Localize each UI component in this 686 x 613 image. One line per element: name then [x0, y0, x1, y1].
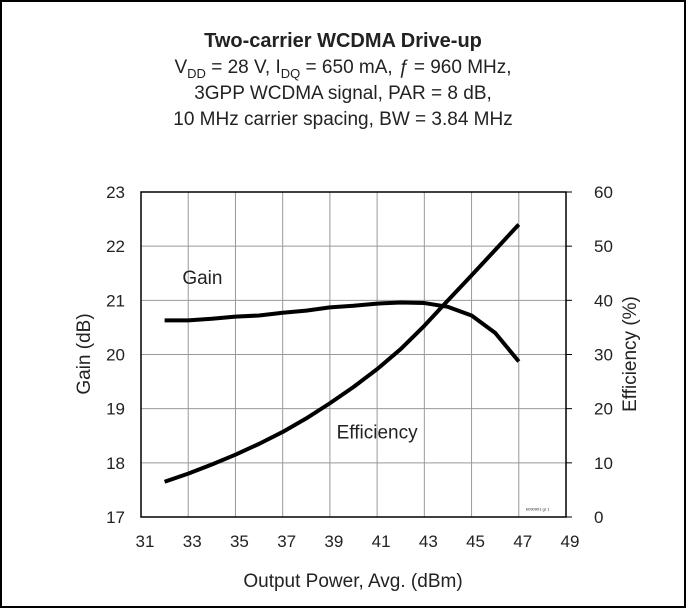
y2-tick-label: 20: [594, 400, 613, 419]
plot-border: [140, 191, 567, 518]
x-tick-label: 33: [183, 532, 202, 551]
x-axis-label: Output Power, Avg. (dBm): [243, 571, 462, 592]
subtitle-part: = 960 MHz,: [409, 57, 512, 78]
x-tick-label: 39: [324, 532, 343, 551]
x-tick-label: 37: [277, 532, 296, 551]
x-tick-label: 31: [136, 532, 155, 551]
chart-subtitle: 10 MHz carrier spacing, BW = 3.84 MHz: [173, 109, 512, 130]
y-tick-label: 18: [106, 454, 125, 473]
y-tick-label: 21: [106, 291, 125, 310]
y-tick-label: 22: [106, 237, 125, 256]
subtitle-part: DD: [187, 66, 206, 81]
x-tick-label: 45: [466, 532, 485, 551]
subtitle-part: = 28 V, I: [206, 57, 281, 78]
y2-tick-label: 10: [594, 454, 613, 473]
y-tick-label: 19: [106, 400, 125, 419]
y-tick-label: 20: [106, 346, 125, 365]
y2-tick-label: 30: [594, 346, 613, 365]
annotation: Gain: [182, 268, 222, 289]
y-axis-label: Gain (dB): [74, 313, 95, 394]
y2-tick-label: 50: [594, 237, 613, 256]
line-series: [164, 300, 521, 363]
subtitle-part: V: [174, 57, 187, 78]
x-tick-label: 41: [372, 532, 391, 551]
y2-tick-label: 40: [594, 291, 613, 310]
chart-subtitle: VDD = 28 V, IDQ = 650 mA, ƒ = 960 MHz,: [174, 57, 511, 81]
x-tick-label: 47: [513, 532, 532, 551]
x-tick-label: 49: [561, 532, 580, 551]
y2-axis-label: Efficiency (%): [620, 296, 641, 412]
x-tick-label: 43: [419, 532, 438, 551]
chart-subtitle: 3GPP WCDMA signal, PAR = 8 dB,: [194, 83, 492, 104]
subtitle-part: = 650 mA,: [300, 57, 398, 78]
line-series: [163, 223, 521, 484]
x-tick-label: 35: [230, 532, 249, 551]
y2-tick-label: 0: [594, 508, 603, 527]
y-tick-label: 23: [106, 183, 125, 202]
subtitle-part: ƒ: [398, 57, 409, 78]
y2-tick-label: 60: [594, 183, 613, 202]
y-tick-label: 17: [106, 508, 125, 527]
subtitle-part: DQ: [281, 66, 301, 81]
chart-title: Two-carrier WCDMA Drive-up: [204, 30, 482, 52]
annotation: Efficiency: [337, 422, 418, 443]
annotation: b090901 gr 1: [526, 507, 550, 512]
